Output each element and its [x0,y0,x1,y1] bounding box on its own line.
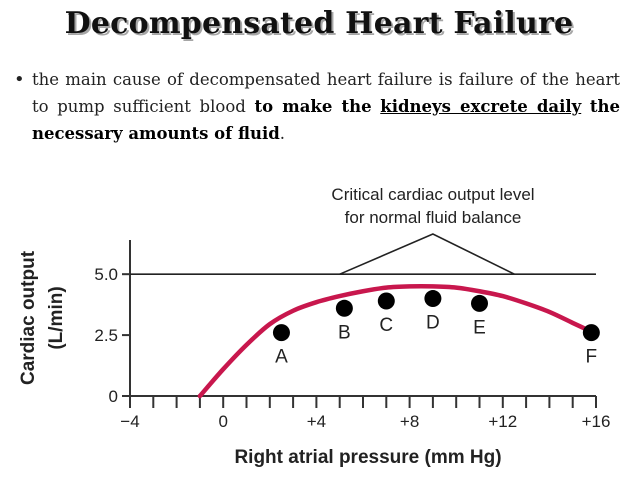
data-point-label-e: E [473,317,486,338]
x-tick-label: +8 [400,412,419,431]
reference-layer: Critical cardiac output level for normal… [130,185,596,275]
data-point-c [377,292,395,310]
bullet-point: • the main cause of decompensated heart … [14,66,620,147]
y-tick-label: 5.0 [94,265,118,284]
bullet-text-bold-tail: the necessary amounts of fluid [32,97,620,143]
x-tick-label: +12 [488,412,517,431]
bullet-marker: • [14,69,25,90]
data-point-label-b: B [338,322,351,343]
x-axis-label: Right atrial pressure (mm Hg) [234,447,501,468]
data-point-b [335,299,353,317]
bullet-text-underlined: kidneys excrete daily [380,97,582,116]
cardiac-function-curve [197,283,599,399]
y-tick-label: 2.5 [94,326,118,345]
slide-title: Decompensated Heart Failure [64,6,574,41]
x-tick-label: 0 [218,412,227,431]
reference-label-line2: for normal fluid balance [345,208,522,227]
y-axis-unit: (L/min) [46,286,67,349]
y-tick-label: 0 [109,387,118,406]
data-point-a [272,324,290,342]
curve-layer [197,283,599,399]
x-tick-label: −4 [120,412,139,431]
data-point-f [582,324,600,342]
reference-bracket [339,233,515,275]
bullet-text-bold: to make the [254,97,372,116]
data-point-d [424,290,442,308]
data-point-label-c: C [379,315,393,336]
points-layer: A B C D E F [272,290,600,368]
bullet-text-plain: the main cause of decompensated heart fa… [32,70,620,116]
x-tick-label: +16 [582,412,611,431]
reference-label-line1: Critical cardiac output level [331,185,534,204]
data-point-label-f: F [586,347,598,368]
y-axis-label: Cardiac output [18,250,39,385]
data-point-label-d: D [426,313,440,334]
data-point-label-a: A [275,347,288,368]
x-tick-label: +4 [307,412,326,431]
bullet-text-end: . [279,124,286,143]
bullet-text: the main cause of decompensated heart fa… [32,66,620,147]
data-point-e [471,294,488,312]
